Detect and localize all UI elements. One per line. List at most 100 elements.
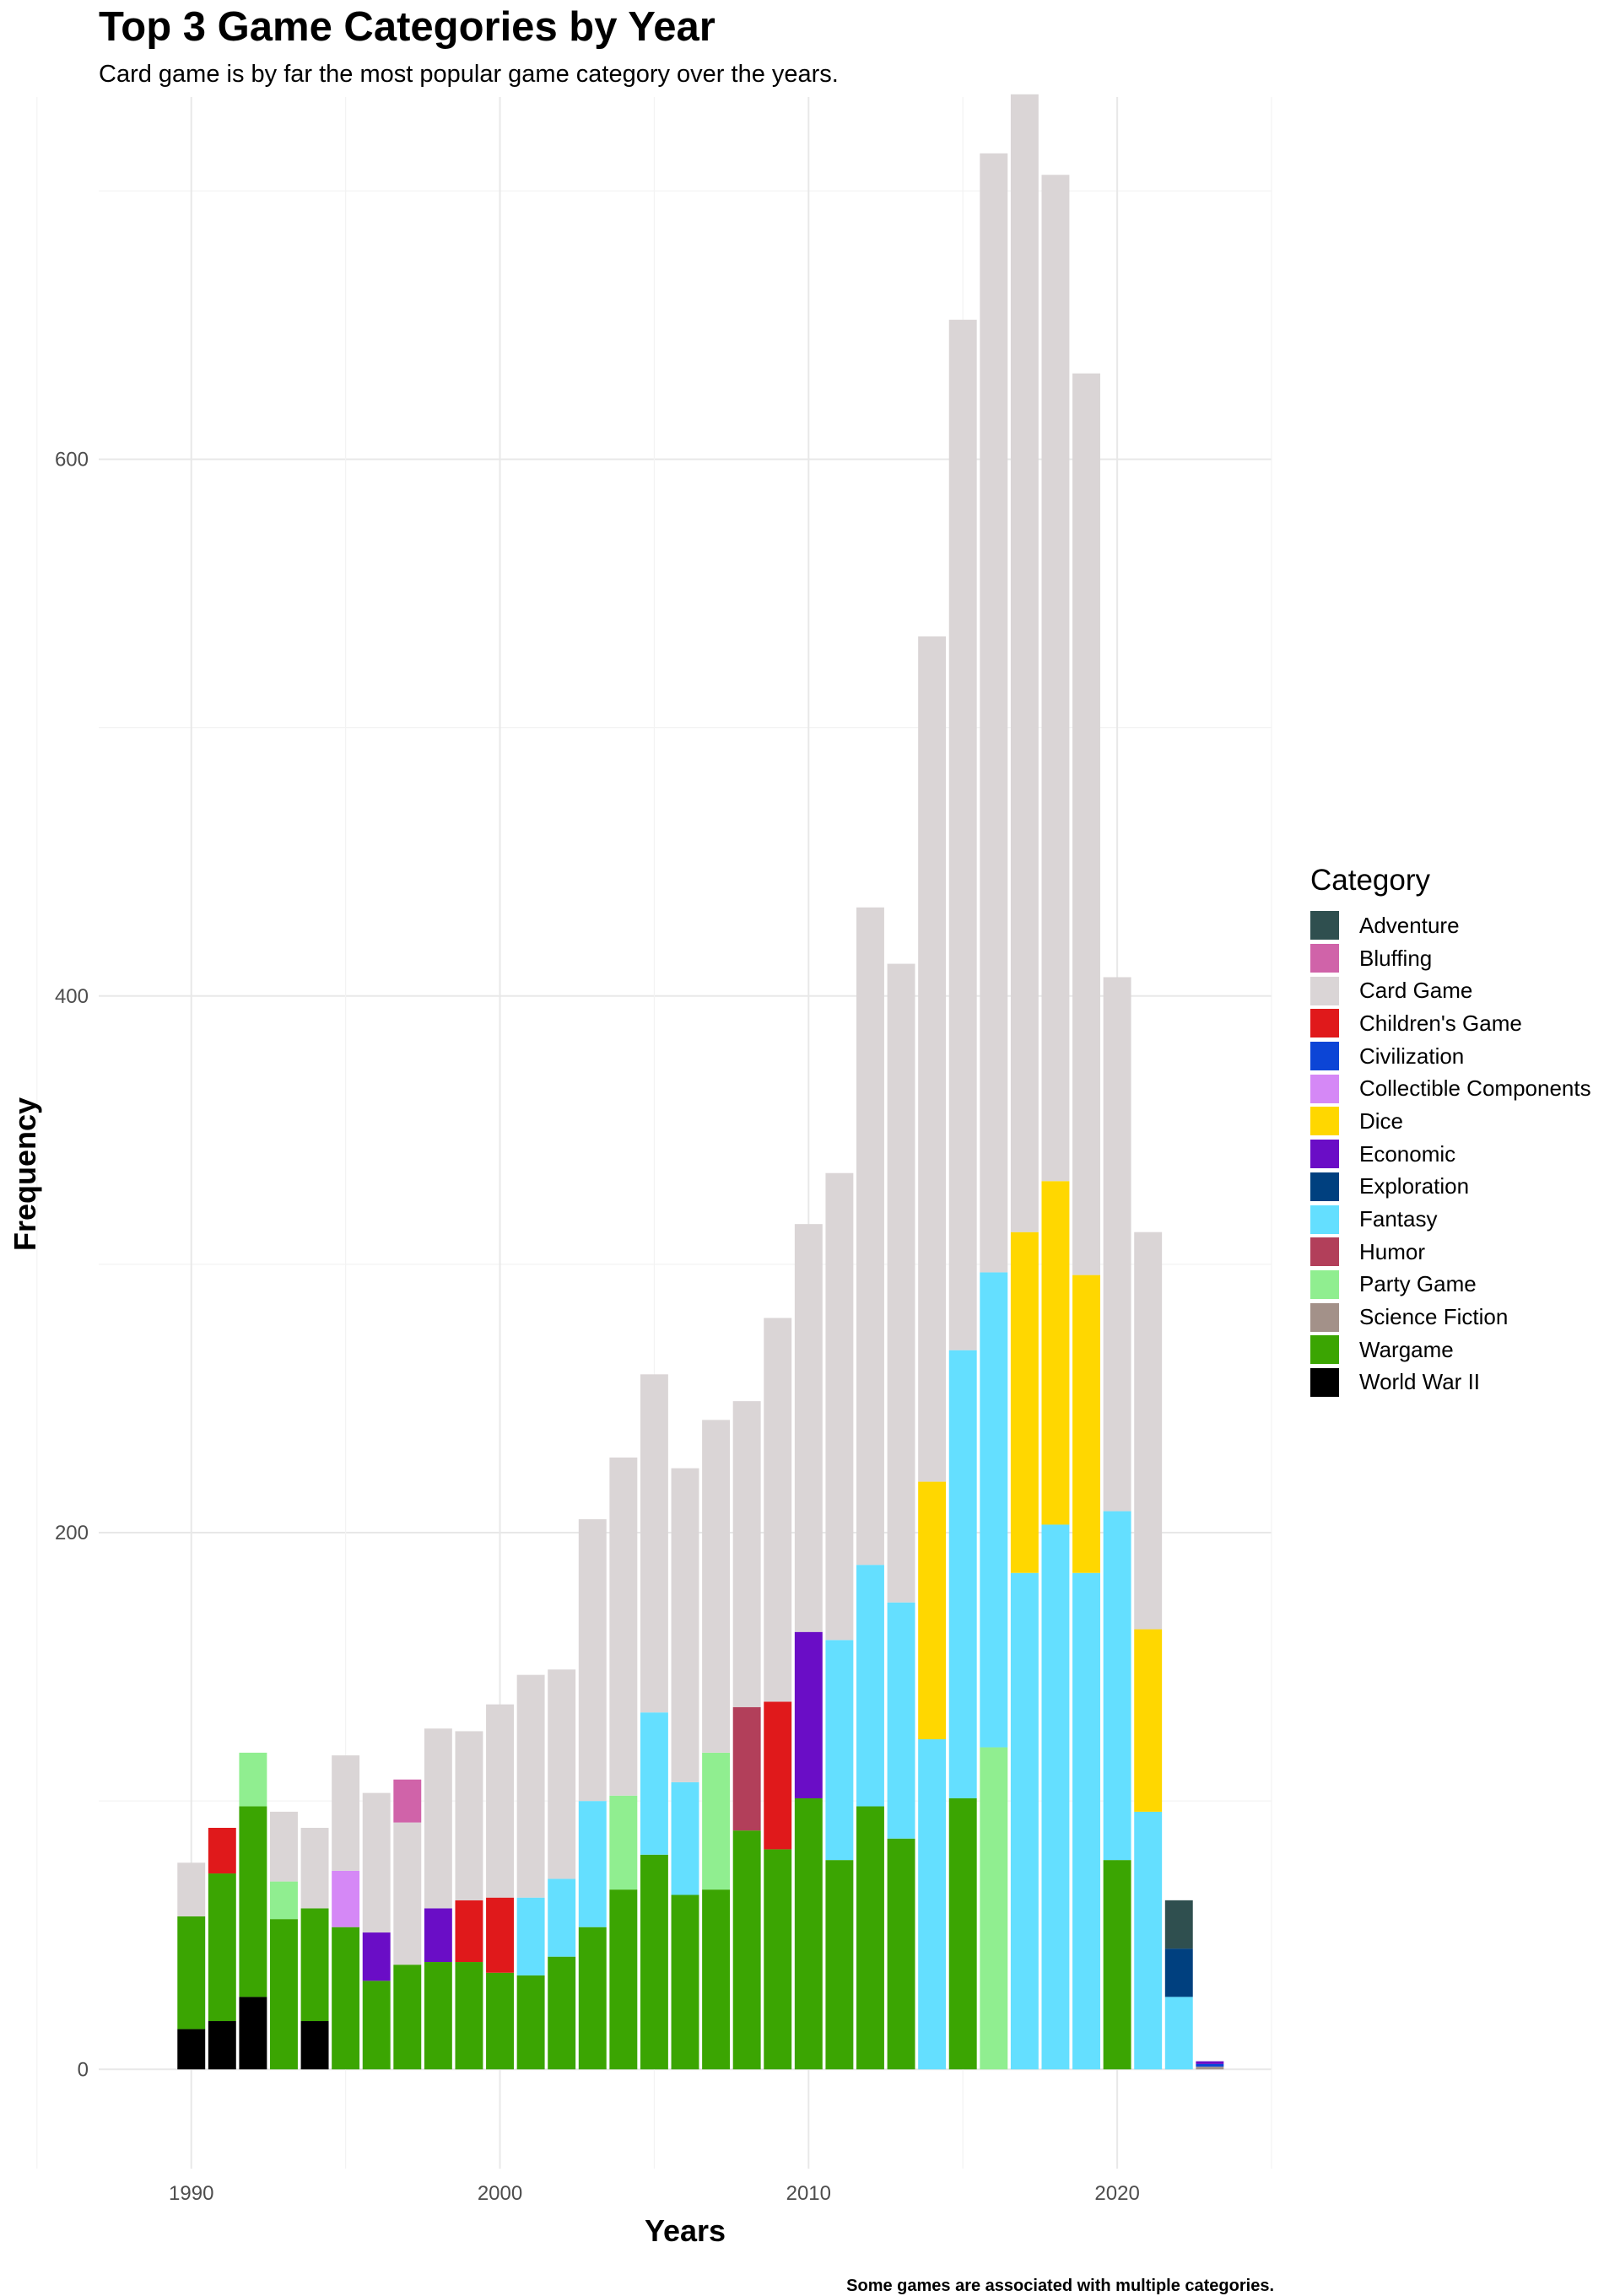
y-tick-label: 200 xyxy=(55,1522,89,1544)
bar-segment xyxy=(948,1350,977,1798)
bar-segment xyxy=(918,1738,947,2070)
bar-segment xyxy=(1041,175,1070,1182)
bar-segment xyxy=(640,1712,668,1855)
bar-segment xyxy=(424,1728,452,1909)
bar-segment xyxy=(918,636,947,1482)
bar-segment xyxy=(455,1900,483,1963)
bar-stack-1995 xyxy=(332,1755,360,2070)
bar-stack-2017 xyxy=(1010,94,1039,2070)
bar-segment xyxy=(1134,1232,1163,1630)
bar-segment xyxy=(270,1881,298,1920)
bar-segment xyxy=(825,1172,854,1641)
bar-segment xyxy=(300,2021,329,2070)
bar-segment xyxy=(393,1779,422,1823)
bar-segment xyxy=(856,907,884,1566)
legend-item: Card Game xyxy=(1310,974,1591,1007)
legend-item: Exploration xyxy=(1310,1171,1591,1204)
legend-item: World War II xyxy=(1310,1366,1591,1399)
bar-segment xyxy=(424,1962,452,2070)
bar-segment xyxy=(548,1956,576,2070)
bar-segment xyxy=(702,1752,731,1890)
legend-swatch xyxy=(1310,1335,1339,1365)
legend-item: Dice xyxy=(1310,1105,1591,1138)
bar-segment xyxy=(177,1916,206,2029)
bar-stack-1996 xyxy=(362,1792,391,2070)
legend-item: Children's Game xyxy=(1310,1007,1591,1040)
bar-stack-2019 xyxy=(1072,373,1100,2070)
bar-segment xyxy=(1103,1860,1131,2070)
bar-segment xyxy=(548,1878,576,1957)
bar-segment xyxy=(516,1897,545,1975)
bar-segment xyxy=(362,1792,391,1933)
bar-segment xyxy=(887,963,915,1603)
bar-stack-2021 xyxy=(1134,1232,1163,2070)
bar-segment xyxy=(1164,1997,1193,2070)
legend-label: Card Game xyxy=(1359,978,1473,1004)
legend-label: Children's Game xyxy=(1359,1010,1522,1036)
bar-segment xyxy=(1164,1948,1193,1997)
bar-segment xyxy=(516,1674,545,1898)
bar-stack-2009 xyxy=(764,1318,792,2070)
bar-segment xyxy=(239,1806,267,1997)
bar-segment xyxy=(486,1897,514,1973)
x-tick-label: 2020 xyxy=(1094,2182,1139,2205)
legend-swatch xyxy=(1310,1074,1339,1103)
bar-segment xyxy=(393,1822,422,1965)
legend-item: Science Fiction xyxy=(1310,1301,1591,1334)
bar-stack-2003 xyxy=(578,1519,607,2070)
bar-segment xyxy=(918,1481,947,1739)
y-axis-label: Frequency xyxy=(8,1097,42,1252)
bar-stack-2001 xyxy=(516,1674,545,2070)
bar-stack-1997 xyxy=(393,1779,422,2070)
legend-label: Exploration xyxy=(1359,1173,1470,1199)
bar-segment xyxy=(578,1519,607,1802)
legend-label: Dice xyxy=(1359,1108,1404,1134)
bar-segment xyxy=(948,1797,977,2070)
legend-swatch xyxy=(1310,1237,1339,1267)
bar-segment xyxy=(578,1801,607,1927)
x-tick-label: 1990 xyxy=(169,2182,213,2205)
bar-segment xyxy=(393,1965,422,2070)
bar-segment xyxy=(794,1631,823,1798)
legend-swatch xyxy=(1310,911,1339,940)
bar-segment xyxy=(455,1731,483,1900)
bar-segment xyxy=(609,1795,638,1890)
legend-label: Fantasy xyxy=(1359,1206,1438,1232)
bar-segment xyxy=(825,1860,854,2070)
bar-segment xyxy=(856,1565,884,1807)
bar-segment xyxy=(1164,1900,1193,1949)
bar-segment xyxy=(732,1706,761,1831)
bar-segment xyxy=(671,1894,699,2070)
bar-segment xyxy=(486,1704,514,1898)
bar-segment xyxy=(516,1975,545,2070)
y-tick-label: 0 xyxy=(78,2058,89,2081)
bar-segment xyxy=(548,1669,576,1879)
bar-stack-1994 xyxy=(300,1827,329,2070)
bar-stack-2015 xyxy=(948,320,977,2070)
bar-segment xyxy=(1010,1572,1039,2070)
legend: Category Adventure Bluffing Card Game Child… xyxy=(1310,864,1591,1399)
legend-item: Fantasy xyxy=(1310,1203,1591,1236)
legend-swatch xyxy=(1310,1205,1339,1234)
legend-label: Adventure xyxy=(1359,912,1460,938)
legend-item: Party Game xyxy=(1310,1269,1591,1302)
y-tick-label: 600 xyxy=(55,448,89,471)
bar-segment xyxy=(578,1927,607,2070)
bar-stack-2000 xyxy=(486,1704,514,2070)
y-tick-label: 400 xyxy=(55,985,89,1008)
bar-segment xyxy=(671,1781,699,1895)
legend-label: Humor xyxy=(1359,1238,1426,1264)
bar-segment xyxy=(1196,2063,1224,2067)
legend-label: Economic xyxy=(1359,1140,1456,1167)
axis-ticks: 0 200 400 600 1990 2000 2010 2020 xyxy=(55,448,1140,2205)
bar-segment xyxy=(1196,2067,1224,2070)
legend-swatch xyxy=(1310,1140,1339,1169)
legend-label: Bluffing xyxy=(1359,945,1433,971)
bar-segment xyxy=(1072,1275,1100,1573)
bar-stack-2022 xyxy=(1164,1900,1193,2070)
bar-segment xyxy=(825,1640,854,1861)
x-tick-label: 2010 xyxy=(786,2182,831,2205)
legend-swatch xyxy=(1310,976,1339,1005)
legend-item: Wargame xyxy=(1310,1334,1591,1366)
